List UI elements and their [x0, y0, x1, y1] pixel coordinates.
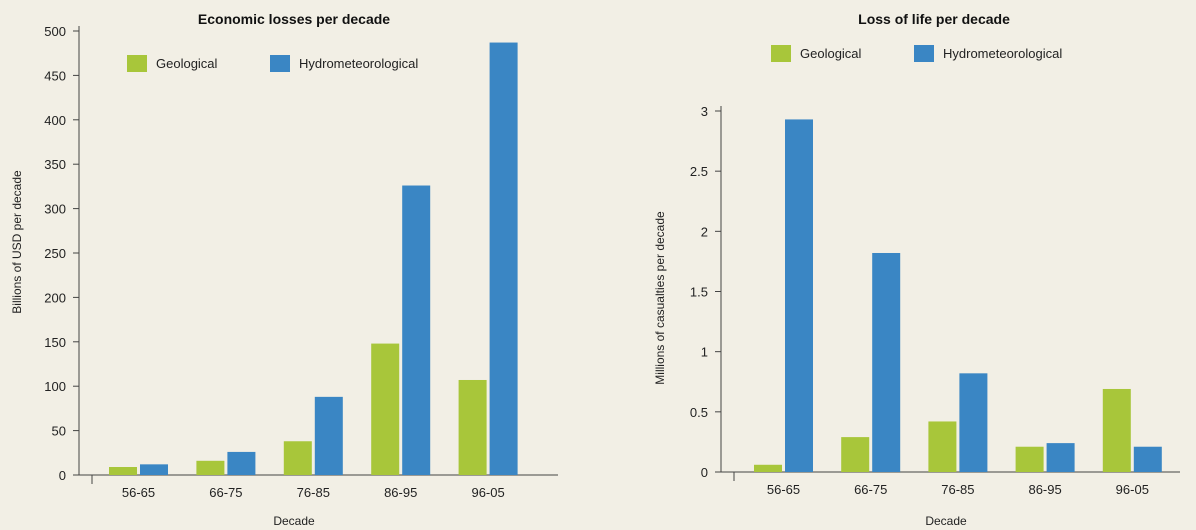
- x-tick-label: 96-05: [471, 485, 504, 500]
- bar-hydrometeorological-96-05: [489, 42, 518, 475]
- y-tick-label: 2.5: [690, 164, 708, 179]
- bar-geological-86-95: [1015, 446, 1044, 472]
- legend-swatch-geological: [127, 55, 147, 72]
- x-tick-label: 96-05: [1116, 482, 1149, 497]
- bar-geological-76-85: [283, 441, 312, 475]
- bar-hydrometeorological-86-95: [402, 185, 431, 475]
- y-tick-label: 0: [59, 468, 66, 483]
- legend-label-geological: Geological: [800, 46, 862, 61]
- bar-hydrometeorological-86-95: [1046, 443, 1075, 472]
- chart-loss-of-life: Loss of life per decade Millions of casu…: [653, 11, 1180, 528]
- chart-title: Loss of life per decade: [858, 11, 1010, 27]
- bar-hydrometeorological-76-85: [959, 373, 988, 472]
- bar-geological-96-05: [458, 379, 487, 475]
- x-tick-label: 56-65: [122, 485, 155, 500]
- x-tick-label: 66-75: [209, 485, 242, 500]
- y-tick-label: 50: [52, 424, 66, 439]
- plot-area: 0 50 100 150 200 250 300 350 400 450 500 56-65 66-75…: [44, 24, 558, 500]
- y-axis-label: Billions of USD per decade: [10, 170, 24, 314]
- y-tick-label: 200: [44, 290, 66, 305]
- bar-geological-96-05: [1102, 388, 1131, 472]
- y-tick-label: 1: [701, 345, 708, 360]
- legend-swatch-geological: [771, 45, 791, 62]
- x-tick-label: 86-95: [384, 485, 417, 500]
- x-tick-label: 66-75: [854, 482, 887, 497]
- legend: Geological Hydrometeorological: [771, 45, 1062, 62]
- legend-label-hydrometeorological: Hydrometeorological: [299, 56, 418, 71]
- y-tick-label: 400: [44, 113, 66, 128]
- legend-label-hydrometeorological: Hydrometeorological: [943, 46, 1062, 61]
- legend-swatch-hydrometeorological: [914, 45, 934, 62]
- bar-hydrometeorological-56-65: [140, 464, 168, 475]
- legend-swatch-hydrometeorological: [270, 55, 290, 72]
- bar-hydrometeorological-66-75: [227, 451, 256, 475]
- x-tick-label: 76-85: [941, 482, 974, 497]
- y-tick-label: 2: [701, 224, 708, 239]
- y-tick-label: 0.5: [690, 405, 708, 420]
- y-axis-label: Millions of casualties per decade: [653, 211, 667, 385]
- bar-geological-66-75: [196, 460, 225, 475]
- chart-title: Economic losses per decade: [198, 11, 390, 27]
- y-tick-label: 350: [44, 157, 66, 172]
- bar-geological-56-65: [109, 467, 137, 475]
- bar-geological-66-75: [841, 437, 870, 472]
- bar-geological-86-95: [371, 343, 400, 475]
- plot-area: 0 0.5 1 1.5 2 2.5 3 56-65 66-75 76-85 86-95 96-05: [690, 104, 1180, 497]
- bar-hydrometeorological-96-05: [1133, 446, 1162, 472]
- y-tick-label: 0: [701, 465, 708, 480]
- y-tick-label: 250: [44, 246, 66, 261]
- x-tick-label: 56-65: [767, 482, 800, 497]
- x-tick-label: 86-95: [1028, 482, 1061, 497]
- y-tick-label: 450: [44, 68, 66, 83]
- legend-label-geological: Geological: [156, 56, 218, 71]
- chart-economic-losses: Economic losses per decade Billions of U…: [10, 11, 558, 528]
- bar-geological-56-65: [754, 464, 782, 472]
- bar-hydrometeorological-66-75: [872, 252, 901, 472]
- y-tick-label: 500: [44, 24, 66, 39]
- y-tick-label: 300: [44, 202, 66, 217]
- legend: Geological Hydrometeorological: [127, 55, 418, 72]
- bar-geological-76-85: [928, 421, 957, 472]
- y-tick-label: 1.5: [690, 285, 708, 300]
- y-tick-label: 150: [44, 335, 66, 350]
- x-axis-label: Decade: [925, 514, 967, 528]
- y-tick-label: 3: [701, 104, 708, 119]
- x-axis-label: Decade: [273, 514, 315, 528]
- bar-hydrometeorological-76-85: [314, 396, 343, 475]
- bar-hydrometeorological-56-65: [785, 119, 813, 472]
- x-tick-label: 76-85: [297, 485, 330, 500]
- y-tick-label: 100: [44, 379, 66, 394]
